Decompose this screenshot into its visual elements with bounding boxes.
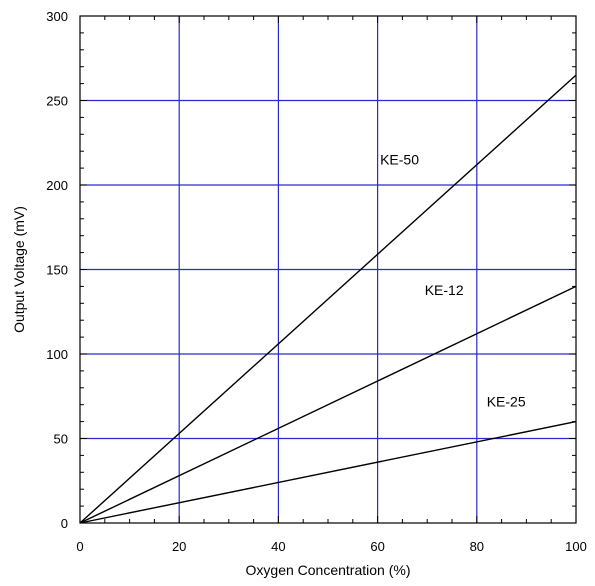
- tick-marks: [79, 15, 577, 524]
- grid: [80, 16, 576, 523]
- y-tick-label: 150: [46, 263, 68, 278]
- series-label-ke-50: KE-50: [380, 152, 419, 168]
- x-tick-label: 40: [271, 539, 285, 554]
- series-line-ke-12: [79, 285, 577, 524]
- y-tick-label: 200: [46, 178, 68, 193]
- x-axis-title: Oxygen Concentration (%): [246, 562, 411, 578]
- series-label-ke-25: KE-25: [487, 393, 526, 409]
- y-axis-title: Output Voltage (mV): [11, 206, 27, 333]
- series-lines: [79, 74, 577, 524]
- series-label-ke-12: KE-12: [425, 282, 464, 298]
- x-tick-label: 60: [370, 539, 384, 554]
- x-tick-label: 20: [172, 539, 186, 554]
- x-tick-label: 0: [76, 539, 83, 554]
- series-labels: KE-50 KE-12 KE-25: [380, 152, 526, 410]
- y-tick-label: 100: [46, 347, 68, 362]
- series-line-ke-50: [79, 74, 577, 524]
- x-tick-label: 80: [470, 539, 484, 554]
- y-tick-label: 0: [61, 516, 68, 531]
- x-tick-label: 100: [565, 539, 587, 554]
- x-tick-labels: 0 20 40 60 80 100: [76, 539, 586, 554]
- plot-frame: [79, 15, 577, 524]
- y-tick-label: 250: [46, 94, 68, 109]
- series-line-ke-25: [79, 420, 577, 524]
- y-tick-labels: 0 50 100 150 200 250 300: [46, 9, 68, 531]
- y-tick-label: 300: [46, 9, 68, 24]
- y-tick-label: 50: [54, 432, 68, 447]
